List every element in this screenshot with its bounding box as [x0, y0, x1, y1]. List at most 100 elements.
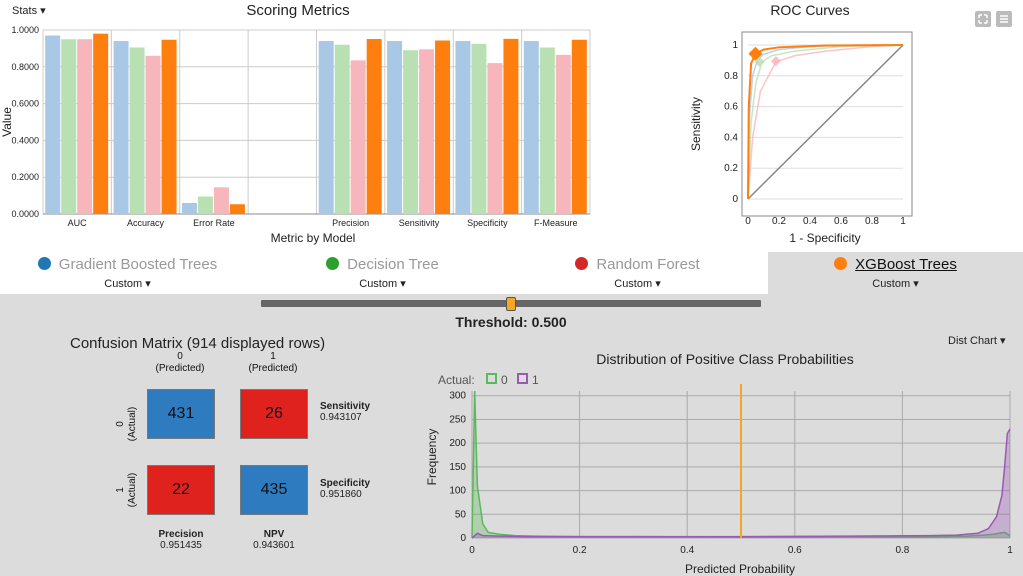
bar[interactable]	[366, 39, 382, 215]
bar[interactable]	[403, 50, 419, 214]
stats-menu[interactable]: Stats	[12, 4, 46, 17]
legend-1-label[interactable]: 1	[532, 373, 539, 387]
model-tab-random-forest[interactable]: Random Forest Custom	[510, 252, 765, 294]
bar-chart-title: Scoring Metrics	[246, 2, 349, 19]
dist-chart-title: Distribution of Positive Class Probabili…	[596, 351, 854, 367]
model-mode-dropdown[interactable]: Custom	[0, 277, 255, 290]
roc-x-tick-label: 0.4	[803, 216, 817, 227]
dist-y-tick-label: 300	[449, 391, 466, 402]
bar[interactable]	[419, 49, 435, 214]
roc-y-tick-label: 0.6	[724, 102, 738, 113]
model-name: Decision Tree	[347, 256, 439, 273]
roc-threshold-marker[interactable]	[754, 56, 765, 67]
expand-icon[interactable]	[975, 11, 991, 27]
roc-x-tick-label: 0.8	[865, 216, 879, 227]
dist-chart-menu[interactable]: Dist Chart	[948, 334, 1005, 347]
confusion-matrix-title: Confusion Matrix (914 displayed rows)	[70, 335, 326, 352]
bar-x-tick-label: Accuracy	[127, 218, 165, 228]
dist-y-tick-label: 250	[449, 414, 466, 425]
bar[interactable]	[503, 38, 519, 214]
dist-y-tick-label: 0	[460, 533, 466, 544]
true-negative-cell[interactable]: 431	[147, 389, 215, 439]
dist-chart-y-label: Frequency	[425, 429, 439, 486]
bar[interactable]	[61, 39, 77, 215]
legend-title: Actual:	[438, 373, 475, 387]
bar[interactable]	[571, 39, 587, 214]
model-tab-gradient-boosted-trees[interactable]: Gradient Boosted Trees Custom	[0, 252, 255, 294]
model-selector-bar: Gradient Boosted Trees Custom Decision T…	[0, 252, 1023, 294]
roc-chart-markers	[748, 46, 781, 67]
roc-threshold-marker[interactable]	[748, 46, 763, 61]
roc-x-tick-label: 0.2	[772, 216, 786, 227]
bar[interactable]	[334, 44, 350, 214]
legend-1-swatch[interactable]	[517, 373, 528, 384]
false-negative-cell[interactable]: 22	[147, 465, 215, 515]
bar[interactable]	[455, 41, 471, 214]
bar[interactable]	[229, 204, 245, 214]
bar[interactable]	[113, 41, 129, 214]
model-mode-dropdown[interactable]: Custom	[255, 277, 510, 290]
xgb-dot-icon	[834, 257, 848, 270]
dist-x-tick-label: 0	[469, 545, 475, 556]
bar[interactable]	[471, 43, 487, 214]
distribution-chart: Distribution of Positive Class Probabili…	[425, 351, 1013, 576]
bar[interactable]	[77, 39, 93, 215]
bottom-section: Threshold: 0.500 Confusion Matrix (914 d…	[0, 294, 1023, 576]
roc-chart-ticks: 00 0.2 0.2 0.4 0.4 0.6 0.6 0.8 0.8 1 1	[724, 40, 906, 227]
bar[interactable]	[435, 40, 451, 214]
row-0-header: 0 (Actual)	[115, 406, 138, 442]
legend-0-label[interactable]: 0	[501, 373, 508, 387]
true-positive-cell[interactable]: 435	[240, 465, 308, 515]
bar-y-tick-label: 0.0000	[11, 209, 39, 219]
menu-icon[interactable]	[996, 11, 1012, 27]
bar[interactable]	[539, 47, 555, 215]
bar-x-tick-label: AUC	[68, 218, 88, 228]
bar-y-tick-label: 0.2000	[11, 172, 39, 182]
bar[interactable]	[487, 63, 503, 215]
roc-y-tick-label: 0.8	[724, 71, 738, 82]
bar[interactable]	[129, 47, 145, 215]
bar-x-tick-label: Precision	[332, 218, 369, 228]
bar[interactable]	[161, 39, 177, 214]
model-mode-dropdown[interactable]: Custom	[510, 277, 765, 290]
bar[interactable]	[93, 33, 109, 215]
bar-chart-y-ticks: 0.0000 0.2000 0.4000 0.6000 0.8000 1.0000	[11, 25, 39, 219]
legend-0-swatch[interactable]	[486, 373, 497, 384]
model-tab-decision-tree[interactable]: Decision Tree Custom	[255, 252, 510, 294]
bar[interactable]	[45, 35, 61, 214]
roc-x-tick-label: 0	[745, 216, 751, 227]
bar[interactable]	[523, 41, 539, 214]
bar[interactable]	[555, 54, 571, 215]
roc-line[interactable]	[747, 44, 904, 200]
dt-dot-icon	[326, 257, 340, 270]
roc-chart-grid	[747, 44, 904, 200]
roc-threshold-marker[interactable]	[770, 56, 781, 67]
bar[interactable]	[181, 202, 197, 214]
roc-diagonal	[747, 44, 904, 200]
bar[interactable]	[350, 60, 366, 214]
dist-y-tick-label: 100	[449, 486, 466, 497]
gbt-dot-icon	[37, 257, 51, 270]
precision-stat: Precision 0.951435	[158, 529, 204, 551]
bar[interactable]	[145, 55, 161, 215]
roc-line[interactable]	[747, 44, 904, 200]
bar-y-tick-label: 0.4000	[11, 135, 39, 145]
model-tab-xgboost-trees[interactable]: XGBoost Trees Custom	[768, 252, 1023, 294]
model-name: Gradient Boosted Trees	[58, 256, 218, 273]
rf-dot-icon	[575, 257, 589, 270]
bar-x-tick-label: Error Rate	[193, 218, 235, 228]
dist-y-tick-label: 50	[455, 509, 467, 520]
model-mode-dropdown[interactable]: Custom	[768, 277, 1023, 290]
bar[interactable]	[387, 41, 403, 214]
bar-x-tick-label: F-Measure	[534, 218, 578, 228]
model-name: XGBoost Trees	[855, 256, 957, 273]
bar[interactable]	[213, 187, 229, 214]
bar[interactable]	[318, 41, 334, 214]
sensitivity-stat: Sensitivity 0.943107	[320, 401, 371, 423]
false-positive-cell[interactable]: 26	[240, 389, 308, 439]
roc-chart-y-label: Sensitivity	[689, 97, 703, 151]
bar[interactable]	[197, 196, 213, 214]
dist-x-tick-label: 0.8	[895, 545, 909, 556]
threshold-slider-handle[interactable]	[506, 297, 516, 311]
dist-line[interactable]	[471, 428, 1011, 539]
